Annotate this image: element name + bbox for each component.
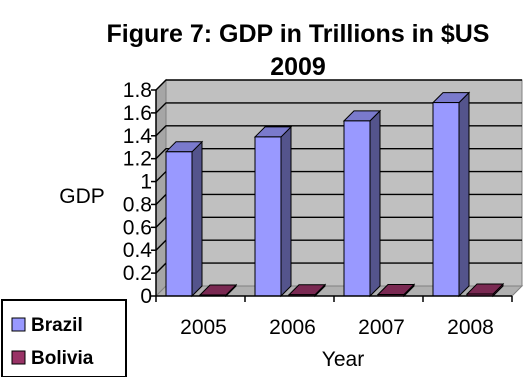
legend-label: Brazil [31, 315, 83, 336]
y-tick-label: 1.8 [123, 79, 152, 102]
x-tick-label: 2005 [180, 316, 227, 339]
y-axis-label: GDP [59, 185, 105, 208]
bar-brazil-2006 [253, 125, 293, 298]
side-wall [155, 78, 167, 298]
chart-title: Figure 7: GDP in Trillions in $US [107, 20, 490, 48]
y-axis-ticks: 00.20.40.60.811.21.41.61.8 [123, 79, 156, 308]
legend-swatch [11, 350, 26, 365]
x-tick-label: 2008 [447, 316, 494, 339]
gridline [155, 79, 522, 91]
bar-bolivia-2006 [287, 283, 327, 298]
chart-subtitle: 2009 [270, 53, 326, 81]
legend: Brazil Bolivia [1, 299, 127, 377]
x-tick-label: 2006 [269, 316, 316, 339]
x-axis-ticks: 2005 2006 2007 2008 [155, 296, 513, 339]
bar-brazil-2007 [342, 109, 382, 298]
bar-brazil-2005 [164, 140, 204, 298]
y-tick-label: 0.4 [123, 239, 153, 262]
legend-label: Bolivia [31, 348, 94, 369]
y-tick-label: 0 [140, 285, 152, 308]
y-tick-label: 0.2 [123, 262, 152, 285]
gridline [155, 102, 522, 114]
gridline [155, 147, 522, 160]
y-tick-label: 0.6 [123, 216, 152, 239]
x-tick-label: 2007 [358, 316, 405, 339]
y-tick-label: 1.2 [123, 148, 152, 171]
y-tick-label: 1 [140, 171, 152, 194]
bar-brazil-2008 [431, 91, 471, 298]
legend-swatch [11, 317, 26, 332]
y-tick-label: 0.8 [123, 193, 152, 216]
legend-item-brazil: Brazil [11, 315, 83, 336]
plot-area [154, 78, 524, 298]
y-tick-label: 1.6 [123, 102, 152, 125]
gridline [155, 125, 522, 137]
y-tick-label: 1.4 [123, 125, 153, 148]
x-axis-label: Year [322, 348, 364, 371]
legend-item-bolivia: Bolivia [11, 348, 94, 369]
